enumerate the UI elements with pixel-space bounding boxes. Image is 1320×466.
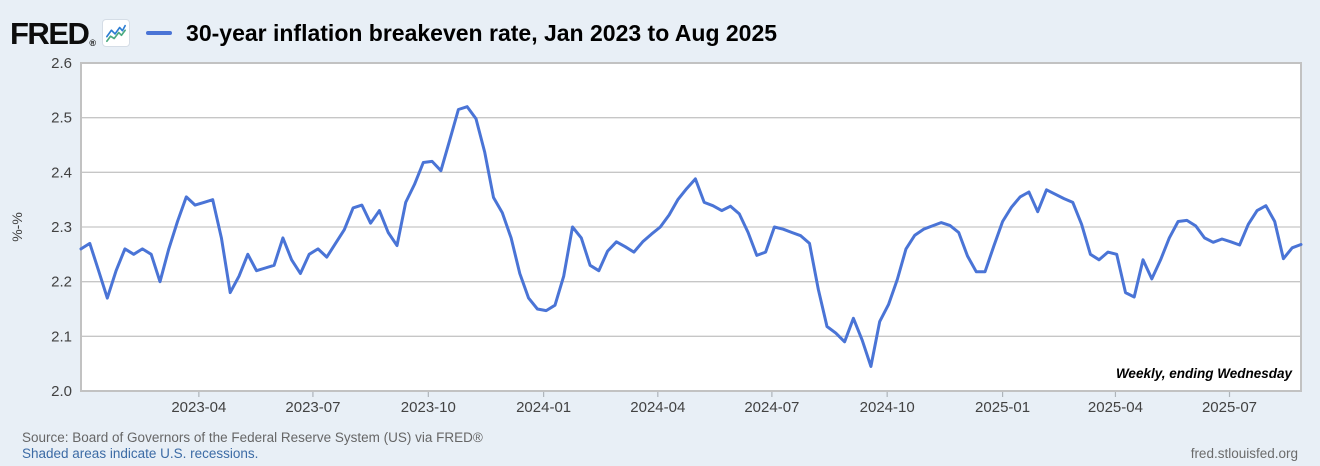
y-tick-label: 2.4 [51, 164, 72, 181]
plot-border [80, 62, 1302, 392]
fred-logo-text: FRED [10, 15, 90, 51]
y-tick-label: 2.0 [51, 383, 72, 400]
chart-title: 30-year inflation breakeven rate, Jan 20… [186, 19, 778, 46]
recession-note-link[interactable]: Shaded areas indicate U.S. recessions. [22, 446, 259, 461]
y-axis-label: %-% [9, 212, 25, 242]
y-tick-label: 2.3 [51, 219, 72, 236]
fred-sparkline-icon [102, 19, 131, 47]
x-tick-label: 2025-04 [1088, 399, 1143, 416]
x-tick-label: 2025-01 [975, 399, 1030, 416]
fred-site-text: fred.stlouisfed.org [1190, 446, 1298, 461]
x-tick-label: 2024-04 [630, 399, 685, 416]
x-tick-label: 2023-07 [285, 399, 340, 416]
x-tick-label: 2024-01 [516, 399, 571, 416]
y-tick-label: 2.1 [51, 328, 72, 345]
x-tick-label: 2025-07 [1202, 399, 1257, 416]
series-legend-dash [146, 31, 173, 35]
chart-footer: Source: Board of Governors of the Federa… [22, 430, 1298, 462]
sparkline-icon [106, 24, 127, 43]
x-tick-label: 2023-10 [401, 399, 456, 416]
chart-header: FRED ® 30-year inflation breakeven rate, … [10, 10, 1310, 56]
x-tick-label: 2024-10 [860, 399, 915, 416]
frequency-annotation: Weekly, ending Wednesday [1116, 366, 1294, 381]
x-tick-label: 2024-07 [744, 399, 799, 416]
inflation-breakeven-line [79, 105, 1303, 368]
y-tick-label: 2.6 [51, 55, 72, 72]
fred-logo: FRED ® [10, 18, 96, 49]
registered-trademark: ® [89, 37, 97, 48]
x-tick-label: 2023-04 [171, 399, 226, 416]
y-tick-label: 2.5 [51, 110, 72, 127]
y-tick-label: 2.2 [51, 274, 72, 291]
source-text: Source: Board of Governors of the Federa… [22, 430, 483, 445]
